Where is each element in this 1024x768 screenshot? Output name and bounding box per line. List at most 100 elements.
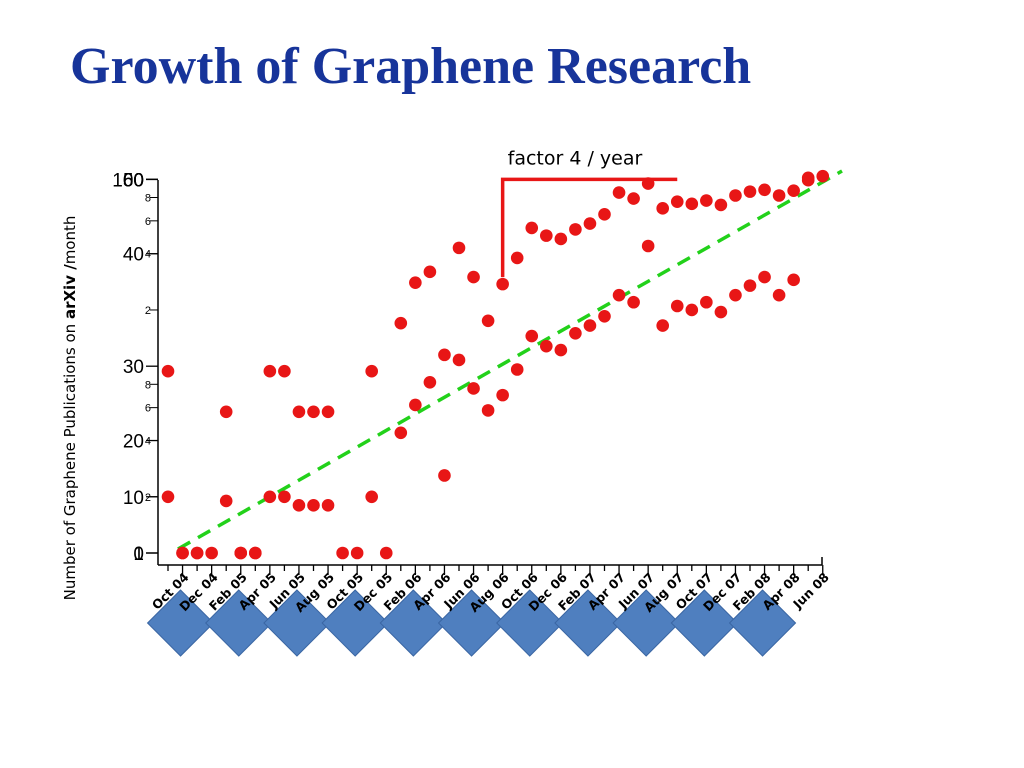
data-point [394, 316, 408, 330]
data-point [278, 490, 291, 504]
slide-title: Growth of Graphene Research [70, 38, 752, 95]
data-point [394, 426, 408, 440]
data-point [685, 197, 699, 211]
data-point [219, 405, 233, 419]
data-point [670, 195, 684, 208]
data-point [409, 398, 422, 412]
y-tick-label: 60 [123, 170, 144, 191]
data-point [700, 295, 713, 309]
data-point [292, 405, 306, 419]
x-label-diamond [437, 589, 506, 657]
data-point [554, 232, 568, 246]
data-point [627, 192, 640, 205]
data-point [423, 375, 437, 389]
data-point [496, 277, 509, 291]
chart-axes [157, 180, 824, 575]
data-point [423, 265, 437, 279]
data-point [554, 343, 568, 357]
factor-bracket-line [500, 177, 678, 278]
y-minor-tick-label: 8 [145, 193, 151, 205]
y-tick-label: 0 [133, 544, 144, 565]
data-point [278, 364, 291, 378]
data-points [161, 169, 830, 560]
y-tick-label: 40 [123, 245, 144, 266]
data-point [656, 319, 669, 332]
data-point [234, 546, 248, 560]
data-point [481, 314, 495, 328]
data-point [627, 295, 640, 309]
data-point [321, 405, 335, 419]
data-point [350, 546, 364, 560]
data-point [161, 490, 175, 504]
data-point [787, 184, 800, 197]
y-minor-tick-label: 2 [145, 305, 151, 317]
factor-bracket: factor 4 / year [500, 147, 678, 278]
y-tick-label: 100 [112, 170, 144, 191]
data-point [758, 270, 771, 284]
data-point [292, 499, 306, 512]
data-point [307, 405, 320, 419]
y-tick-label: 10 [123, 488, 144, 509]
data-point [205, 546, 218, 560]
y-minor-tick-label: 4 [145, 436, 151, 448]
data-point [190, 546, 204, 560]
y-minor-tick-label: 2 [145, 492, 151, 504]
data-point [496, 388, 509, 402]
data-point [598, 309, 611, 323]
data-point [510, 251, 524, 265]
data-point [816, 169, 830, 183]
data-point [249, 546, 262, 560]
data-point [365, 490, 379, 504]
y-tick-label: 20 [123, 432, 144, 453]
data-point [583, 319, 597, 332]
data-point [641, 239, 655, 253]
data-point [772, 189, 786, 202]
data-point [379, 546, 393, 560]
data-point [729, 189, 742, 202]
data-point [438, 469, 451, 482]
data-point [670, 299, 684, 313]
data-point [336, 546, 349, 560]
data-point [772, 288, 786, 302]
data-point [569, 223, 582, 236]
data-point [743, 185, 757, 198]
data-point [714, 198, 728, 212]
data-point [438, 348, 451, 362]
x-label-diamond [263, 589, 331, 657]
x-label-diamond [496, 589, 564, 657]
data-point [467, 270, 480, 284]
data-point [801, 171, 815, 185]
x-label-diamond [205, 589, 273, 657]
y-tick-label: 1 [133, 544, 144, 565]
data-point [161, 364, 175, 378]
trendline [177, 169, 843, 551]
x-label-diamond [612, 589, 680, 657]
x-label-diamond [146, 589, 215, 657]
data-point [714, 305, 728, 319]
data-point [219, 494, 233, 508]
data-point [656, 202, 669, 215]
data-point [598, 208, 611, 221]
data-point [452, 241, 466, 255]
data-point [743, 279, 757, 292]
factor-annotation: factor 4 / year [508, 147, 643, 169]
data-point [321, 499, 335, 512]
data-point [263, 490, 277, 504]
data-point [176, 546, 189, 560]
data-point [787, 273, 800, 287]
data-point [612, 186, 626, 199]
data-point [641, 177, 655, 190]
y-minor-tick-label: 6 [145, 403, 151, 415]
data-point [467, 382, 480, 395]
data-point [685, 303, 699, 317]
trendline-group [177, 169, 843, 551]
data-point [481, 404, 495, 417]
data-point [569, 327, 582, 340]
x-label-diamond [670, 589, 739, 657]
data-point [729, 288, 742, 302]
x-label-diamond [379, 589, 448, 657]
y-tick-label: 30 [123, 357, 144, 378]
